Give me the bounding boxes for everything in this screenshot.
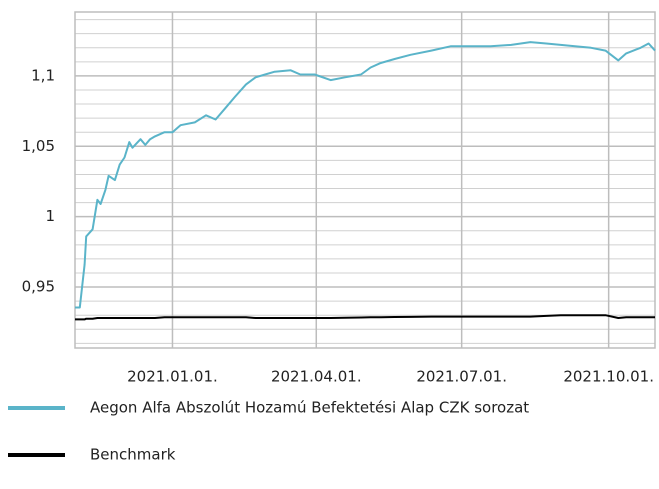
plot-frame bbox=[74, 11, 656, 349]
x-tick-label: 2021.10.01. bbox=[563, 368, 654, 386]
y-tick-label: 1 bbox=[45, 207, 55, 225]
y-tick-label: 1,1 bbox=[31, 66, 55, 84]
series-line bbox=[75, 41, 656, 309]
x-tick-label: 2021.01.01. bbox=[127, 368, 218, 386]
legend-label: Benchmark bbox=[90, 446, 176, 464]
x-tick-label: 2021.07.01. bbox=[416, 368, 507, 386]
y-tick-label: 1,05 bbox=[22, 137, 55, 155]
y-tick-label: 0,95 bbox=[22, 278, 55, 296]
series-line bbox=[75, 314, 655, 321]
x-tick-label: 2021.04.01. bbox=[271, 368, 362, 386]
legend-label: Aegon Alfa Abszolút Hozamú Befektetési A… bbox=[90, 399, 529, 417]
